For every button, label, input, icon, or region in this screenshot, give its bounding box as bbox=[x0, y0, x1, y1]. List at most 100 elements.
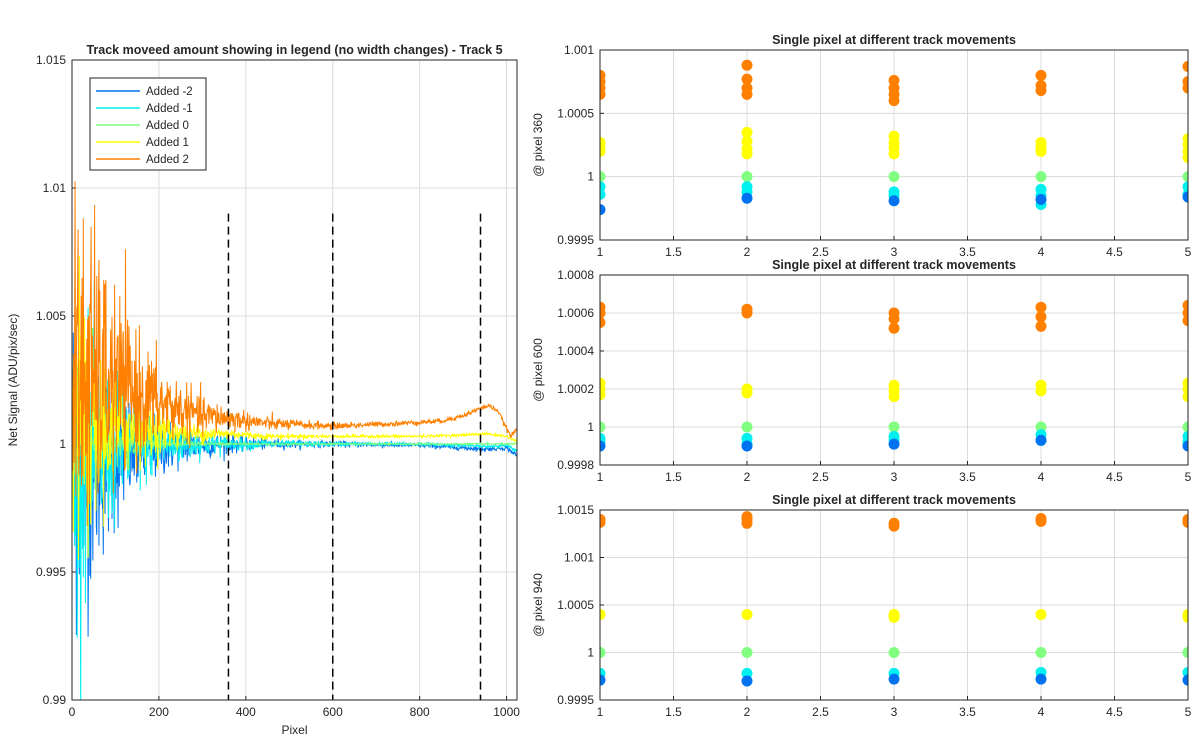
scatter-point bbox=[888, 611, 900, 623]
scatter-point bbox=[741, 667, 753, 679]
y-tick-label: 1.001 bbox=[564, 43, 594, 57]
x-tick-label: 1.5 bbox=[665, 470, 682, 484]
scatter-point bbox=[888, 148, 900, 160]
scatter-point bbox=[741, 126, 753, 138]
axes-frame bbox=[599, 49, 1189, 241]
scatter-point bbox=[600, 145, 606, 157]
scatter-point bbox=[1182, 82, 1188, 94]
scatter-point bbox=[600, 440, 606, 452]
y-tick-label: 1 bbox=[59, 437, 66, 451]
x-tick-label: 1 bbox=[597, 705, 604, 719]
scatter-point bbox=[600, 516, 606, 528]
x-axis-label: Pixel bbox=[281, 723, 307, 737]
x-tick-label: 2 bbox=[744, 245, 751, 259]
scatter-point bbox=[1035, 301, 1047, 313]
scatter-point bbox=[1182, 421, 1188, 433]
series-line-added0 bbox=[72, 414, 517, 500]
x-tick-label: 400 bbox=[236, 705, 256, 719]
scatter-point bbox=[1035, 85, 1047, 97]
x-tick-label: 3 bbox=[891, 245, 898, 259]
legend-label: Added 2 bbox=[146, 154, 189, 166]
axes-frame bbox=[599, 274, 1189, 466]
y-tick-label: 1.0005 bbox=[557, 106, 594, 120]
y-axis-label: @ pixel 360 bbox=[531, 113, 545, 177]
axes-frame bbox=[599, 509, 1189, 701]
scatter-point bbox=[741, 192, 753, 204]
scatter-point bbox=[741, 517, 753, 529]
y-tick-label: 1.015 bbox=[36, 53, 66, 67]
scatter-point bbox=[600, 317, 606, 328]
x-tick-label: 3 bbox=[891, 705, 898, 719]
scatter-point bbox=[1035, 145, 1047, 157]
y-tick-label: 1 bbox=[587, 420, 594, 434]
scatter-point bbox=[1035, 193, 1047, 205]
chart-title: Track moveed amount showing in legend (n… bbox=[86, 43, 502, 57]
scatter-point bbox=[888, 95, 900, 107]
scatter-point bbox=[600, 609, 606, 620]
scatter-point bbox=[741, 59, 753, 71]
x-tick-label: 3.5 bbox=[959, 470, 976, 484]
scatter-point bbox=[741, 148, 753, 160]
x-tick-label: 3.5 bbox=[959, 705, 976, 719]
scatter-point bbox=[888, 421, 900, 433]
scatter-point bbox=[741, 387, 753, 399]
scatter-point bbox=[741, 421, 753, 433]
scatter-point bbox=[741, 73, 753, 85]
scatter-point bbox=[741, 609, 753, 620]
scatter-point bbox=[1035, 515, 1047, 527]
scatter-point bbox=[1035, 320, 1047, 332]
x-tick-label: 600 bbox=[323, 705, 343, 719]
x-tick-label: 1.5 bbox=[665, 245, 682, 259]
scatter-point bbox=[600, 389, 606, 401]
scatter-point bbox=[888, 322, 900, 334]
scatter-point bbox=[741, 440, 753, 452]
scatter-point bbox=[741, 171, 753, 183]
x-tick-label: 200 bbox=[149, 705, 169, 719]
y-axis-label: @ pixel 600 bbox=[531, 338, 545, 402]
scatter-point bbox=[1182, 440, 1188, 452]
y-axis-label: @ pixel 940 bbox=[531, 573, 545, 637]
legend-label: Added 0 bbox=[146, 120, 189, 132]
legend: Added -2 Added -1 Added 0 Added 1 Added 2 bbox=[89, 77, 207, 171]
x-tick-label: 5 bbox=[1185, 705, 1192, 719]
scatter-point bbox=[1035, 434, 1047, 446]
scatter-point bbox=[741, 135, 753, 147]
axes-pixel-360-plot: 1 1.5 2 2.5 3 3.5 4 4.5 50.999511.00051.001Singl… bbox=[531, 33, 1192, 259]
scatter-point bbox=[600, 171, 606, 183]
scatter-point bbox=[1182, 171, 1188, 183]
scatter-point bbox=[741, 647, 753, 658]
legend-label: Added -1 bbox=[146, 103, 193, 115]
y-tick-label: 1.0002 bbox=[557, 382, 594, 396]
scatter-point bbox=[600, 674, 606, 686]
scatter-point bbox=[1182, 674, 1188, 686]
y-tick-label: 1 bbox=[587, 646, 594, 660]
scatter-point bbox=[741, 307, 753, 319]
scatter-point bbox=[1182, 315, 1188, 327]
y-tick-label: 1.0008 bbox=[557, 268, 594, 282]
x-tick-label: 2.5 bbox=[812, 470, 829, 484]
scatter-point bbox=[1035, 385, 1047, 397]
axes-pixel-940-plot: 1 1.5 2 2.5 3 3.5 4 4.5 50.999511.00051.0011.001… bbox=[531, 493, 1192, 719]
scatter-point bbox=[1182, 60, 1188, 72]
plot-content bbox=[72, 181, 517, 700]
scatter-point bbox=[888, 520, 900, 532]
y-tick-label: 1 bbox=[587, 170, 594, 184]
scatter-point bbox=[888, 391, 900, 403]
scatter-point bbox=[1035, 673, 1047, 685]
scatter-point bbox=[1035, 311, 1047, 323]
y-tick-label: 1.0015 bbox=[557, 503, 594, 517]
legend-label: Added -2 bbox=[146, 86, 193, 98]
legend-label: Added 1 bbox=[146, 137, 189, 149]
y-tick-label: 1.0006 bbox=[557, 306, 594, 320]
scatter-point bbox=[600, 421, 606, 433]
scatter-point bbox=[1182, 611, 1188, 623]
x-tick-label: 3.5 bbox=[959, 245, 976, 259]
scatter-point bbox=[1035, 171, 1047, 183]
scatter-point bbox=[888, 313, 900, 325]
scatter-point bbox=[1035, 647, 1047, 658]
x-tick-label: 4.5 bbox=[1106, 705, 1123, 719]
scatter-point bbox=[888, 438, 900, 450]
plot-content bbox=[600, 299, 1188, 452]
axes-pixel-600-plot: 1 1.5 2 2.5 3 3.5 4 4.5 50.999811.00021.00041.00… bbox=[531, 258, 1192, 484]
